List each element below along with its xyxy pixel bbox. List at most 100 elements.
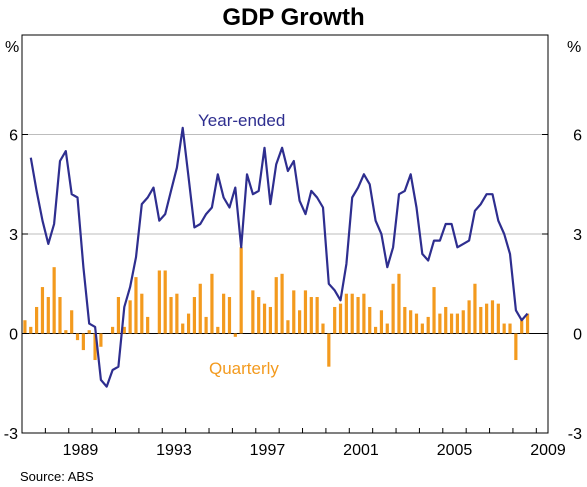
quarterly-bar xyxy=(81,333,85,351)
quarterly-bar xyxy=(204,316,208,334)
x-tick-label: 1997 xyxy=(250,442,286,459)
quarterly-bars xyxy=(23,247,530,367)
quarterly-bar xyxy=(157,270,161,334)
quarterly-bar xyxy=(52,267,56,334)
quarterly-bar xyxy=(397,273,401,334)
quarterly-bar xyxy=(116,297,121,334)
quarterly-bar xyxy=(292,290,296,334)
quarterly-bar xyxy=(210,273,214,334)
quarterly-bar xyxy=(496,303,500,334)
quarterly-bar xyxy=(414,313,419,334)
y-tick-label-left: 3 xyxy=(9,227,18,244)
quarterly-bar xyxy=(461,310,465,334)
quarterly-bar xyxy=(75,333,80,341)
year-ended-line xyxy=(29,126,529,388)
quarterly-bar xyxy=(391,283,395,334)
quarterly-bar xyxy=(473,283,477,334)
x-tick-label: 2005 xyxy=(437,442,473,459)
quarterly-bar xyxy=(35,306,39,334)
quarterly-bar xyxy=(262,303,267,334)
quarterly-bar xyxy=(444,306,448,334)
quarterly-bar xyxy=(268,306,272,334)
quarterly-bar xyxy=(409,310,413,334)
quarterly-bar xyxy=(239,247,243,334)
quarterly-bar xyxy=(198,283,202,334)
quarterly-bar xyxy=(333,306,337,334)
y-tick-labels: -3 -3 0 0 3 3 6 6 xyxy=(4,128,582,444)
y-tick-label-left: -3 xyxy=(4,426,18,443)
quarterly-bar xyxy=(146,316,150,334)
quarterly-bar xyxy=(257,297,261,334)
quarterly-bar xyxy=(99,333,103,347)
quarterly-bar xyxy=(338,303,343,334)
quarterly-bar xyxy=(327,333,331,367)
gridlines xyxy=(22,134,548,334)
quarterly-bar xyxy=(87,330,91,334)
quarterly-bar xyxy=(40,287,45,334)
x-tick-label: 2009 xyxy=(530,442,566,459)
quarterly-bar xyxy=(356,297,360,334)
y-unit-right: % xyxy=(567,39,581,56)
quarterly-bar xyxy=(420,323,424,334)
chart-title: GDP Growth xyxy=(222,4,364,31)
quarterly-bar xyxy=(315,297,319,334)
quarterly-bar xyxy=(449,313,454,334)
quarterly-bar xyxy=(426,316,430,334)
year-ended-line-group xyxy=(29,126,529,388)
quarterly-bar xyxy=(134,277,138,334)
quarterly-bar xyxy=(23,320,27,334)
quarterly-bar xyxy=(251,290,255,334)
quarterly-bar xyxy=(520,320,524,334)
quarterly-bar xyxy=(362,293,366,334)
quarterly-bar xyxy=(169,297,173,334)
quarterly-label: Quarterly xyxy=(209,359,279,378)
quarterly-bar xyxy=(122,326,126,334)
quarterly-bar xyxy=(455,313,460,334)
quarterly-bar xyxy=(344,293,348,334)
quarterly-bar xyxy=(163,270,167,334)
x-tick-label: 1989 xyxy=(63,442,99,459)
quarterly-bar xyxy=(140,293,144,334)
quarterly-bar xyxy=(303,290,308,334)
quarterly-bar xyxy=(309,297,313,334)
quarterly-bar xyxy=(514,333,518,361)
quarterly-bar xyxy=(286,320,290,334)
quarterly-bar xyxy=(192,297,197,334)
x-tick-label: 1993 xyxy=(156,442,192,459)
quarterly-bar xyxy=(274,277,278,334)
y-tick-label-left: 0 xyxy=(9,327,18,344)
quarterly-bar xyxy=(368,306,372,334)
quarterly-bar xyxy=(280,273,284,334)
quarterly-bar xyxy=(222,293,226,334)
quarterly-bar xyxy=(58,297,62,334)
quarterly-bar xyxy=(298,310,302,334)
quarterly-bar xyxy=(110,326,115,334)
quarterly-bar xyxy=(70,310,74,334)
quarterly-bar xyxy=(467,300,471,334)
quarterly-bar xyxy=(485,303,489,334)
quarterly-bar xyxy=(350,293,354,334)
quarterly-bar xyxy=(64,330,68,334)
quarterly-bar xyxy=(227,297,232,334)
quarterly-bar xyxy=(379,310,384,334)
source-note: Source: ABS xyxy=(20,469,94,484)
quarterly-bar xyxy=(93,333,97,361)
quarterly-bar xyxy=(403,306,407,334)
quarterly-bar xyxy=(321,323,325,334)
quarterly-bar xyxy=(373,326,378,334)
year-ended-label: Year-ended xyxy=(198,111,285,130)
quarterly-bar xyxy=(525,313,530,334)
quarterly-bar xyxy=(216,326,220,334)
quarterly-bar xyxy=(175,293,179,334)
quarterly-bar xyxy=(233,333,237,337)
quarterly-bar xyxy=(438,313,442,334)
x-tick-labels: 1989 1993 1997 2001 2005 2009 xyxy=(21,428,566,459)
y-tick-label-left: 6 xyxy=(9,128,18,145)
quarterly-bar xyxy=(186,313,191,334)
quarterly-bar xyxy=(46,297,50,334)
quarterly-bar xyxy=(490,300,495,334)
quarterly-bar xyxy=(181,323,185,334)
quarterly-bar xyxy=(385,323,389,334)
x-tick-label: 2001 xyxy=(343,442,379,459)
